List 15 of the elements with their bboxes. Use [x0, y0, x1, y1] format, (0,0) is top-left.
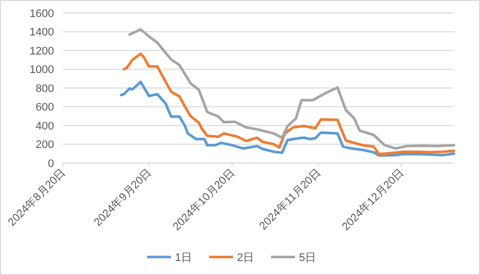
- legend-label: 5日: [299, 252, 316, 264]
- y-tick-label: 400: [36, 120, 54, 132]
- line-series: [128, 28, 456, 150]
- line-series: [120, 80, 456, 157]
- legend-label: 2日: [237, 252, 254, 264]
- legend-label: 1日: [175, 252, 192, 264]
- y-tick-label: 1200: [30, 45, 54, 58]
- line-series: [122, 52, 456, 156]
- y-tick-label: 800: [36, 82, 54, 95]
- y-tick-label: 1600: [30, 8, 54, 20]
- y-tick-label: 1000: [30, 64, 54, 76]
- y-tick-label: 0: [48, 158, 54, 170]
- y-tick-label: 200: [36, 139, 54, 152]
- y-tick-label: 1400: [30, 26, 54, 39]
- y-tick-label: 600: [36, 102, 54, 114]
